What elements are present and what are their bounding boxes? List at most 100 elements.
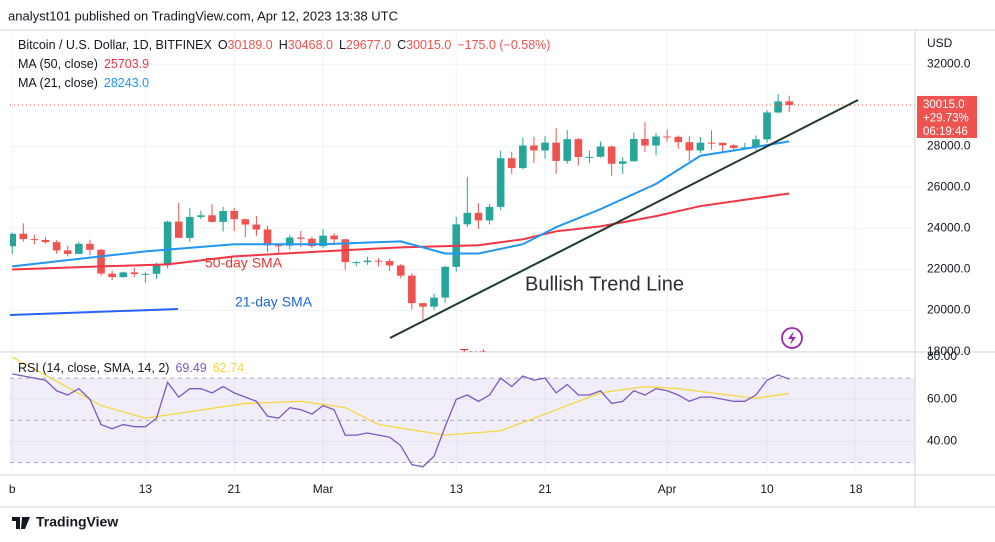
ohlc-value: 30015.0	[406, 38, 451, 52]
candle-body	[707, 142, 716, 144]
legend-name: RSI (14, close, SMA, 14, 2)	[18, 361, 169, 375]
annotation: 50-day SMA	[205, 255, 283, 271]
candle-body	[130, 272, 139, 274]
candle-body	[519, 145, 527, 169]
candle-body	[97, 249, 105, 274]
candle-body	[75, 243, 83, 254]
ma-line	[12, 192, 790, 271]
candle-body	[108, 273, 116, 278]
y-tick-label: 18000.0	[927, 344, 971, 358]
brand: TradingView	[36, 514, 118, 530]
candle-body	[663, 136, 671, 138]
candle-body	[696, 142, 705, 151]
candle-body	[752, 139, 760, 148]
candle-body	[507, 158, 516, 169]
candle-body	[319, 235, 327, 247]
candle-body	[685, 142, 694, 151]
candle-body	[419, 303, 427, 307]
candle-body	[463, 212, 472, 225]
y-tick-label: 28000.0	[927, 138, 971, 152]
icon	[781, 327, 803, 349]
x-tick-label: 13	[139, 482, 153, 496]
logo: TradingView	[12, 514, 118, 530]
legend-name: MA (50, close)	[18, 57, 98, 71]
candle-body	[297, 237, 305, 239]
candle-body	[330, 235, 338, 240]
candle-body	[174, 221, 183, 238]
candle-body	[718, 142, 727, 146]
x-tick-label: Mar	[313, 482, 334, 496]
legend-item: MA (50, close) 25703.9	[18, 57, 149, 71]
y-tick-label: 22000.0	[927, 262, 971, 276]
icon	[788, 331, 796, 345]
candle-body	[152, 265, 161, 274]
ma-line	[12, 140, 790, 268]
y-tick-label: 40.00	[927, 434, 957, 448]
candle-body	[441, 266, 449, 298]
candle-body	[141, 273, 150, 275]
y-tick-label: 60.00	[927, 391, 957, 405]
candle-body	[263, 229, 272, 246]
candle-body	[352, 262, 361, 264]
x-tick-label: 18	[849, 482, 863, 496]
candle-body	[574, 139, 583, 157]
candle-body	[119, 272, 128, 278]
symbol: Bitcoin / U.S. Dollar, 1D, BITFINEX	[18, 38, 212, 52]
candle-body	[41, 239, 50, 243]
legend-item: MA (21, close) 28243.0	[18, 76, 149, 90]
candle-body	[63, 250, 72, 254]
price-label: +29.73%	[923, 112, 969, 124]
x-tick-label: 21	[228, 482, 242, 496]
candle-body	[630, 138, 638, 162]
candle-body	[408, 275, 416, 304]
legend-header: Bitcoin / U.S. Dollar, 1D, BITFINEX O3018…	[18, 38, 550, 52]
candle-body	[86, 243, 94, 250]
logo-mark	[12, 517, 30, 529]
rsi-line	[12, 373, 790, 468]
candle-body	[230, 210, 239, 220]
candle-body	[10, 233, 17, 247]
candle-body	[563, 139, 572, 161]
candle-body	[396, 265, 405, 276]
candle-body	[385, 261, 394, 266]
ohlc-key: H	[279, 38, 288, 52]
ohlc-key: C	[397, 38, 406, 52]
legend-name: MA (21, close)	[18, 76, 98, 90]
candle-body	[374, 260, 383, 262]
candle-body	[241, 219, 250, 225]
candle-body	[285, 237, 294, 246]
published: analyst101 published on TradingView.com,…	[8, 8, 398, 23]
candle-body	[274, 245, 283, 247]
price-label: 06:19:46	[923, 126, 968, 138]
ohlc-value: 30189.0	[228, 38, 273, 52]
price-label: 30015.0	[923, 99, 965, 111]
ohlc-value: 30468.0	[288, 38, 333, 52]
candle-body	[163, 221, 172, 266]
candle-body	[52, 242, 61, 251]
annotation: 21-day SMA	[235, 294, 313, 310]
candle-body	[641, 138, 649, 146]
candle-body	[19, 233, 28, 240]
x-tick-label: b	[9, 482, 16, 496]
candle-body	[674, 136, 683, 143]
candle-body	[208, 215, 216, 222]
x-tick-label: 13	[450, 482, 464, 496]
candle-body	[485, 206, 494, 221]
annotation: Text	[460, 346, 486, 362]
price-label-box	[917, 95, 977, 138]
legend-value: 28243.0	[104, 76, 149, 90]
ohlc-value: 29677.0	[346, 38, 391, 52]
candle-body	[363, 260, 372, 263]
candle-body	[618, 161, 627, 164]
rsi-line	[11, 356, 790, 436]
ohlc-key: L	[339, 38, 346, 52]
candle-body	[729, 145, 738, 148]
candle-body	[430, 297, 438, 307]
candle-body	[652, 136, 660, 146]
x-tick-label: 10	[760, 482, 774, 496]
legend-value: 62.74	[213, 361, 244, 375]
y-tick-label: 26000.0	[927, 180, 971, 194]
legend-item: RSI (14, close, SMA, 14, 2) 69.49 62.74	[18, 361, 244, 375]
candle-body	[186, 216, 194, 238]
